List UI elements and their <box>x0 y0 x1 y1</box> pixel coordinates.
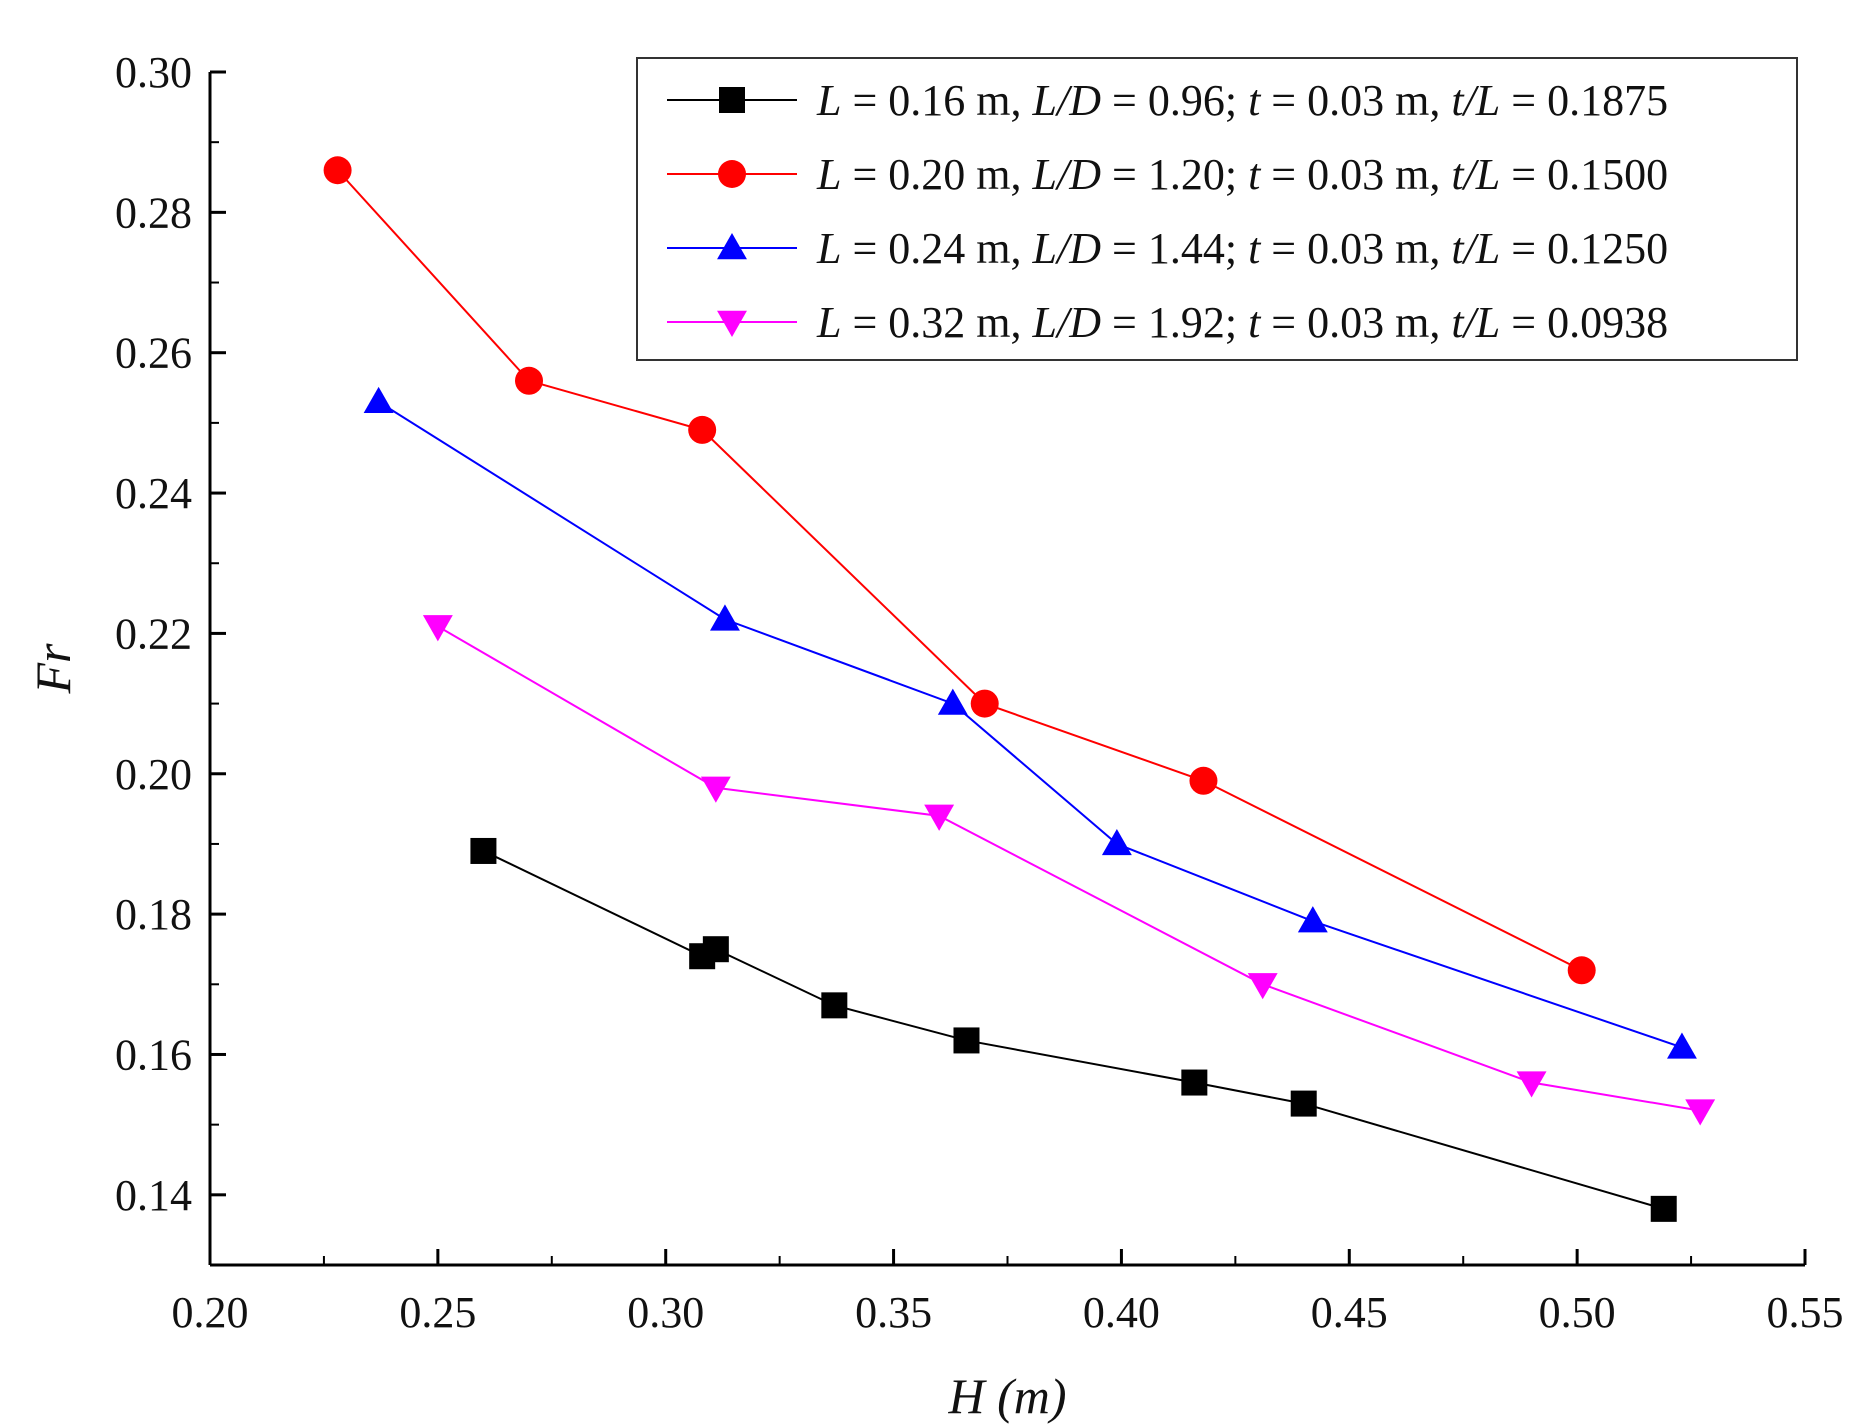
legend-entry-part: t <box>1248 150 1262 199</box>
legend-entry: L = 0.16 m, L/D = 0.96; t = 0.03 m, t/L … <box>816 76 1668 125</box>
y-tick-label: 0.26 <box>115 329 192 378</box>
series-3-point <box>1297 906 1328 933</box>
x-tick-label: 0.20 <box>172 1288 249 1337</box>
x-tick-label: 0.45 <box>1311 1288 1388 1337</box>
series-4-line <box>437 625 1701 1112</box>
x-axis-title: H (m) <box>947 1368 1066 1424</box>
series-3-line <box>378 400 1683 1049</box>
y-tick-label: 0.16 <box>115 1030 192 1079</box>
legend-entry-part: = 0.16 m, <box>841 76 1032 125</box>
x-tick-label: 0.30 <box>627 1288 704 1337</box>
y-tick-label: 0.14 <box>115 1171 192 1220</box>
x-tick-label: 0.25 <box>399 1288 476 1337</box>
legend-entry-part: = 1.92; <box>1101 298 1248 347</box>
legend-box <box>636 57 1798 361</box>
legend-entry-part: t <box>1248 298 1262 347</box>
legend-entry-part: = 0.03 m, <box>1260 76 1451 125</box>
y-tick-label: 0.24 <box>115 469 192 518</box>
series-1-point <box>953 1027 980 1054</box>
legend-entry: L = 0.24 m, L/D = 1.44; t = 0.03 m, t/L … <box>816 224 1668 273</box>
legend-entry-part: L <box>816 76 841 125</box>
legend-entry-part: t/L <box>1451 150 1500 199</box>
x-tick-label: 0.50 <box>1539 1288 1616 1337</box>
series-3-point <box>1101 828 1132 856</box>
legend-entry-part: L <box>816 150 841 199</box>
legend-entry-part: L/D <box>1032 298 1102 347</box>
series-3-point <box>363 386 394 414</box>
y-tick-label: 0.18 <box>115 890 192 939</box>
series-2-point <box>1567 956 1596 985</box>
series-4-point <box>422 615 453 642</box>
legend-swatch-marker <box>717 233 747 260</box>
series-2-line <box>336 169 1583 972</box>
legend-entry-part: t/L <box>1451 224 1500 273</box>
x-tick-label: 0.55 <box>1767 1288 1844 1337</box>
series-1-point <box>702 936 729 963</box>
legend-entry-part: = 1.44; <box>1101 224 1248 273</box>
legend-entry-part: = 0.20 m, <box>841 150 1032 199</box>
legend-entry-part: = 0.03 m, <box>1260 298 1451 347</box>
legend-swatch-marker <box>719 87 745 113</box>
series-4-point <box>1247 973 1278 1000</box>
series-2-point <box>970 689 999 718</box>
legend-entry-part: L/D <box>1032 224 1102 273</box>
legend-entry-part: L/D <box>1032 76 1102 125</box>
series-1-point <box>1181 1069 1208 1096</box>
series-2-point <box>515 366 543 395</box>
legend-entry-part: = 0.0938 <box>1500 298 1668 347</box>
y-tick-label: 0.28 <box>115 188 192 237</box>
series-1-point <box>1650 1195 1677 1222</box>
legend-entry-part: = 0.32 m, <box>841 298 1032 347</box>
legend-entry-part: = 0.1500 <box>1500 150 1668 199</box>
legend-entry: L = 0.20 m, L/D = 1.20; t = 0.03 m, t/L … <box>816 150 1668 199</box>
y-tick-label: 0.30 <box>115 48 192 97</box>
legend-entry-part: = 1.20; <box>1101 150 1248 199</box>
series-1-line <box>482 850 1665 1210</box>
legend-entry-part: = 0.1250 <box>1500 224 1668 273</box>
legend-entry-part: t <box>1248 224 1262 273</box>
series-4-point <box>1516 1071 1547 1098</box>
y-tick-label: 0.20 <box>115 750 192 799</box>
legend-entry-part: = 0.03 m, <box>1260 224 1451 273</box>
legend-entry-part: L/D <box>1032 150 1102 199</box>
legend-entry: L = 0.32 m, L/D = 1.92; t = 0.03 m, t/L … <box>816 298 1668 347</box>
series-3-point <box>1667 1032 1697 1059</box>
legend-entry-part: L <box>816 224 841 273</box>
x-tick-label: 0.35 <box>855 1288 932 1337</box>
y-tick-label: 0.22 <box>115 609 192 658</box>
series-3-point <box>710 604 740 631</box>
legend-swatch-marker <box>718 160 746 188</box>
series-3-point <box>937 688 968 715</box>
legend-entry-part: t <box>1248 76 1262 125</box>
series-2-point <box>323 156 352 185</box>
legend-entry-part: = 0.96; <box>1101 76 1248 125</box>
legend-swatch-marker <box>717 310 747 337</box>
series-2-point <box>688 415 717 444</box>
legend-entry-part: = 0.1875 <box>1500 76 1668 125</box>
x-tick-label: 0.40 <box>1083 1288 1160 1337</box>
series-4-point <box>700 776 731 803</box>
series-1-point <box>1290 1090 1317 1117</box>
legend-entry-part: = 0.24 m, <box>841 224 1032 273</box>
series-4-point <box>1685 1099 1716 1126</box>
series-2-point <box>1189 766 1218 795</box>
y-axis-title: Fr <box>25 643 81 695</box>
legend-entry-part: = 0.03 m, <box>1260 150 1451 199</box>
legend-entry-part: t/L <box>1451 298 1500 347</box>
legend-entry-part: L <box>816 298 841 347</box>
series-1-point <box>821 992 848 1019</box>
series-1-point <box>470 837 497 864</box>
series-4-point <box>924 804 955 831</box>
legend-entry-part: t/L <box>1451 76 1500 125</box>
